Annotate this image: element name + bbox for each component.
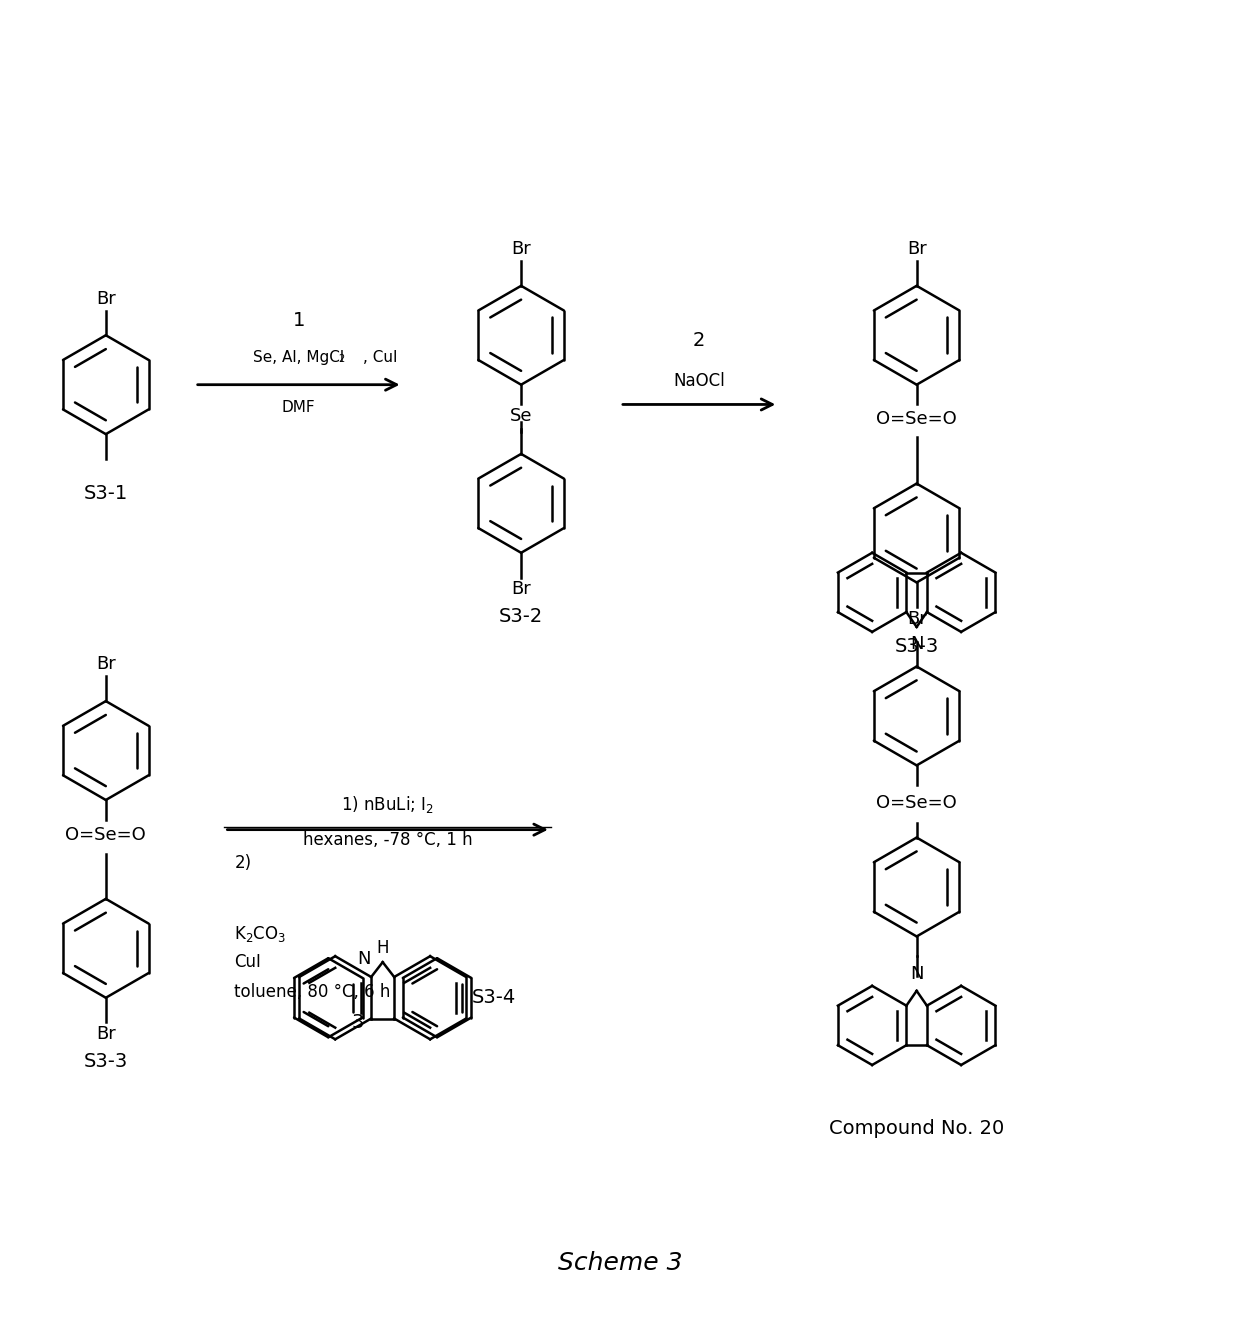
Text: DMF: DMF [281,400,315,415]
Text: Br: Br [906,240,926,259]
Text: 3: 3 [352,1013,365,1032]
Text: H: H [377,940,389,957]
Text: NaOCl: NaOCl [673,372,725,389]
Text: toluene, 80 °C, 6 h: toluene, 80 °C, 6 h [234,982,391,1001]
Text: Br: Br [95,656,115,673]
Text: O=Se=O: O=Se=O [66,825,146,844]
Text: 2): 2) [234,854,252,872]
Text: N: N [910,635,924,653]
Text: Br: Br [95,1025,115,1044]
Text: S3-4: S3-4 [471,988,516,1008]
Text: N: N [357,950,371,968]
Text: , CuI: , CuI [363,351,397,365]
Text: $_2$: $_2$ [339,351,346,365]
Text: CuI: CuI [234,953,262,972]
Text: S3-3: S3-3 [83,1052,128,1072]
Text: S3-1: S3-1 [83,484,128,503]
Text: Se: Se [510,408,532,425]
Text: Compound No. 20: Compound No. 20 [830,1120,1004,1138]
Text: N: N [910,965,924,982]
Text: S3-3: S3-3 [894,637,939,656]
Text: Br: Br [511,240,531,259]
Text: Br: Br [906,611,926,628]
Text: 1) nBuLi; I$_2$: 1) nBuLi; I$_2$ [341,794,434,814]
Text: Br: Br [95,289,115,308]
Text: O=Se=O: O=Se=O [877,411,957,428]
Text: hexanes, -78 °C, 1 h: hexanes, -78 °C, 1 h [303,832,472,849]
Text: 2: 2 [693,331,706,351]
Text: S3-2: S3-2 [498,607,543,627]
Text: K$_2$CO$_3$: K$_2$CO$_3$ [234,924,286,944]
Text: Scheme 3: Scheme 3 [558,1250,682,1274]
Text: Br: Br [511,580,531,599]
Text: Se, Al, MgCl: Se, Al, MgCl [253,351,345,365]
Text: 1: 1 [293,312,305,331]
Text: O=Se=O: O=Se=O [877,794,957,812]
